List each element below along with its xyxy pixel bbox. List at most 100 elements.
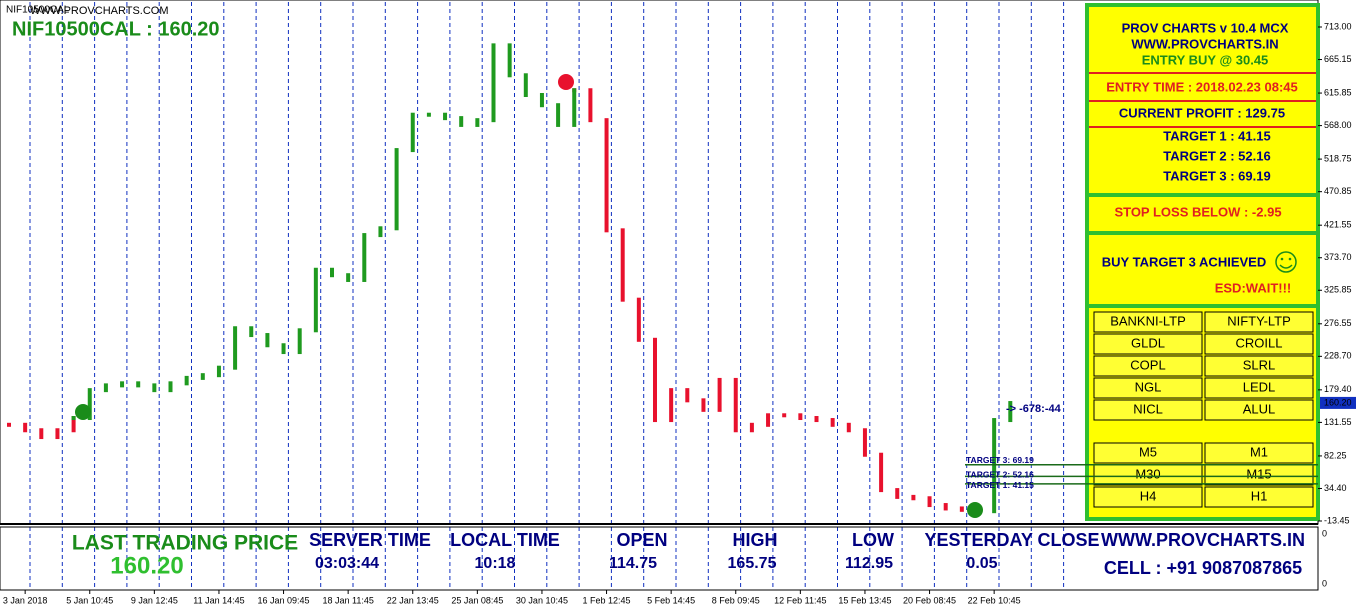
target: TARGET 1 : 41.15 (1163, 128, 1270, 143)
panel-title: PROV CHARTS v 10.4 MCX (1122, 20, 1289, 35)
candle (297, 328, 302, 355)
candle (911, 494, 916, 501)
symbol-button[interactable] (1093, 311, 1203, 333)
y-tick-label: 373.70 (1324, 252, 1352, 262)
last-price-box (1320, 396, 1356, 409)
smiley (1275, 251, 1297, 273)
candle (71, 416, 76, 421)
candle (523, 73, 528, 98)
lower-axis-label: 0 (1322, 578, 1327, 588)
symbol-button[interactable] (1093, 377, 1203, 399)
candle (604, 118, 609, 233)
symbol-button-label[interactable]: NIFTY-LTP (1227, 313, 1291, 328)
candle (103, 383, 108, 393)
candle (249, 326, 254, 338)
symbol-button-label[interactable]: NICL (1133, 401, 1163, 416)
x-tick-label: 9 Jan 12:45 (131, 595, 178, 605)
candle (717, 377, 722, 412)
buy-signal (967, 502, 983, 518)
candle (572, 88, 577, 127)
timeframe-button[interactable] (1204, 486, 1314, 508)
target-label: TARGET 1: 41.15 (966, 480, 1034, 490)
timeframe-button[interactable] (1093, 486, 1203, 508)
timeframe-button[interactable] (1093, 442, 1203, 464)
timeframe-button-label[interactable]: M30 (1135, 466, 1160, 481)
x-tick-label: 16 Jan 09:45 (258, 595, 310, 605)
sell-signal (558, 74, 574, 90)
candle (636, 297, 641, 342)
x-tick-label: 20 Feb 08:45 (903, 595, 956, 605)
symbol-button[interactable] (1204, 377, 1314, 399)
y-tick-label: 179.40 (1324, 384, 1352, 394)
footer-value: 0.05 (966, 555, 997, 572)
symbol-button-label[interactable]: COPL (1130, 357, 1165, 372)
candle (846, 422, 851, 433)
symbol-button[interactable] (1093, 333, 1203, 355)
candle (556, 103, 561, 127)
symbol-button-label[interactable]: LEDL (1243, 379, 1276, 394)
symbol-button[interactable] (1093, 399, 1203, 421)
candle (814, 416, 819, 423)
symbol-button[interactable] (1093, 355, 1203, 377)
candle (733, 377, 738, 433)
info-panel (1085, 3, 1320, 521)
symbol-button-label[interactable]: SLRL (1243, 357, 1276, 372)
y-tick-label: -13.45 (1324, 515, 1350, 525)
lower-axis-label: 0 (1322, 528, 1327, 538)
timeframe-button-label[interactable]: M1 (1250, 444, 1268, 459)
y-tick-label: 518.75 (1324, 153, 1352, 163)
target: TARGET 3 : 69.19 (1163, 168, 1270, 183)
buttons: BANKNI-LTP NIFTY-LTP GLDL CROILL COPL SLRL NGL… (1093, 311, 1314, 508)
target: TARGET 2 : 52.16 (1163, 148, 1270, 163)
candle (120, 381, 125, 388)
timeframe-button-label[interactable]: M15 (1246, 466, 1271, 481)
candle (927, 496, 932, 508)
x-tick-label: 22 Feb 10:45 (968, 595, 1021, 605)
candle (491, 43, 496, 123)
symbol-button[interactable] (1204, 311, 1314, 333)
y-tick-label: 421.55 (1324, 220, 1352, 230)
candle (475, 118, 480, 127)
x-tick-label: 30 Jan 10:45 (516, 595, 568, 605)
candle (959, 506, 964, 512)
stop-loss: STOP LOSS BELOW : -2.95 (1114, 204, 1281, 219)
candle (216, 365, 221, 378)
candle (830, 418, 835, 427)
symbol-button-label[interactable]: BANKNI-LTP (1110, 313, 1186, 328)
candle (1008, 401, 1013, 423)
footer-label: SERVER TIME (309, 530, 431, 550)
candle (71, 416, 76, 433)
y-tick-label: 470.85 (1324, 186, 1352, 196)
candle (862, 428, 867, 457)
candle (701, 398, 706, 412)
y-tick-label: 713.00 (1324, 21, 1352, 31)
footer-website: WWW.PROVCHARTS.IN (1101, 530, 1305, 550)
symbol-button-label[interactable]: NGL (1135, 379, 1162, 394)
timeframe-button[interactable] (1204, 442, 1314, 464)
symbol-button-label[interactable]: CROILL (1236, 335, 1283, 350)
y-tick-label: 568.00 (1324, 120, 1352, 130)
symbol-button[interactable] (1204, 355, 1314, 377)
footer-value: 03:03:44 (315, 555, 379, 572)
candle (685, 388, 690, 403)
x-tick-label: 25 Jan 08:45 (451, 595, 503, 605)
candle (620, 228, 625, 302)
smiley-mouth (1279, 264, 1293, 269)
candle (782, 413, 787, 418)
status: BUY TARGET 3 ACHIEVED (1102, 254, 1266, 269)
timeframe-button-label[interactable]: M5 (1139, 444, 1157, 459)
candle (588, 88, 593, 123)
entry: ENTRY BUY @ 30.45 (1142, 52, 1269, 67)
symbol: NIF10500CAL (6, 5, 70, 16)
symbol-button[interactable] (1204, 399, 1314, 421)
symbol-button-label[interactable]: ALUL (1243, 401, 1276, 416)
timeframe-button-label[interactable]: H4 (1140, 488, 1157, 503)
candle (7, 422, 11, 427)
panel-website: WWW.PROVCHARTS.IN (1131, 36, 1278, 51)
x-tick-label: 8 Feb 09:45 (712, 595, 760, 605)
symbol-button-label[interactable]: GLDL (1131, 335, 1165, 350)
timeframe-button-label[interactable]: H1 (1251, 488, 1268, 503)
symbol-button[interactable] (1204, 333, 1314, 355)
x-tick-label: 12 Feb 11:45 (774, 595, 826, 605)
